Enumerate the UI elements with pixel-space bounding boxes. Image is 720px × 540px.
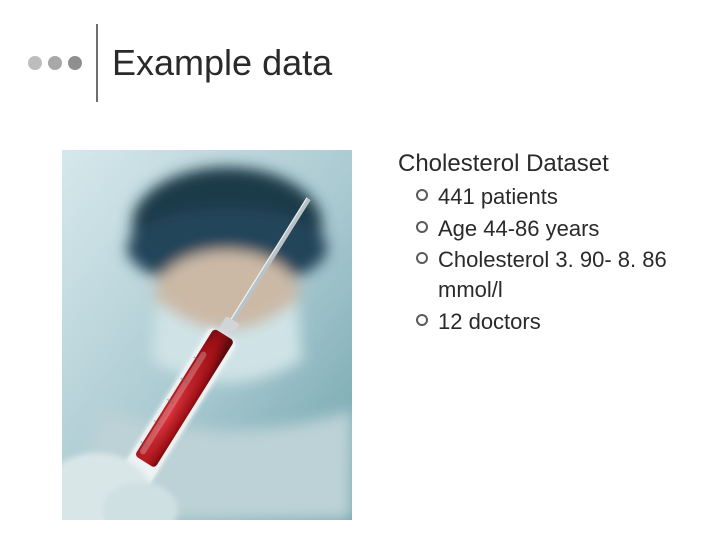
deco-dot (68, 56, 82, 70)
bullet-ring-icon (416, 221, 428, 233)
header-deco-dots (28, 56, 82, 70)
deco-dot (28, 56, 42, 70)
content-heading: Cholesterol Dataset (398, 150, 698, 178)
list-item-label: Cholesterol 3. 90- 8. 86 mmol/l (438, 247, 667, 302)
list-item: 12 doctors (416, 307, 698, 337)
list-item: Age 44-86 years (416, 214, 698, 244)
syringe-illustration (62, 150, 352, 520)
slide-header: Example data (28, 24, 332, 102)
list-item-label: 12 doctors (438, 309, 541, 334)
bullet-list: 441 patients Age 44-86 years Cholesterol… (398, 182, 698, 336)
bullet-ring-icon (416, 252, 428, 264)
slide-title: Example data (112, 42, 332, 84)
list-item-label: 441 patients (438, 184, 558, 209)
list-item-label: Age 44-86 years (438, 216, 599, 241)
bullet-ring-icon (416, 189, 428, 201)
bullet-ring-icon (416, 314, 428, 326)
list-item: 441 patients (416, 182, 698, 212)
content-block: Cholesterol Dataset 441 patients Age 44-… (398, 150, 698, 338)
list-item: Cholesterol 3. 90- 8. 86 mmol/l (416, 245, 698, 304)
deco-dot (48, 56, 62, 70)
header-vertical-line (96, 24, 98, 102)
